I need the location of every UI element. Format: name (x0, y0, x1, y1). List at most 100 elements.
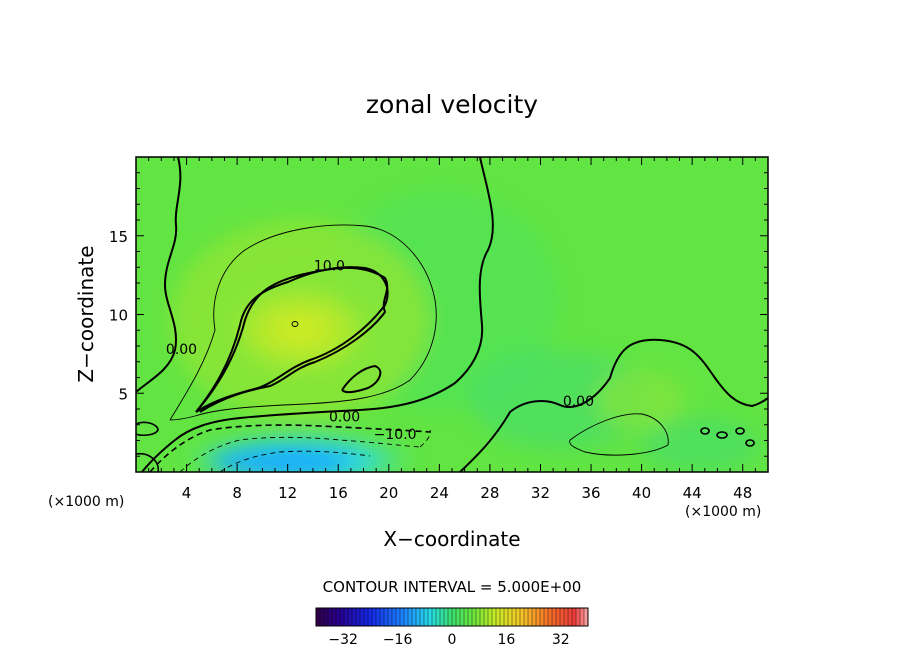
colorbar-segment (432, 608, 437, 626)
colorbar-segment (540, 608, 545, 626)
colorbar-segment (496, 608, 501, 626)
x-axis: 4 8 12 16 20 24 28 32 36 40 44 48 (148, 157, 756, 502)
colorbar-tick-label: 0 (448, 632, 457, 648)
contour-max-ring (291, 321, 299, 327)
colorbar-segment (424, 608, 429, 626)
colorbar-segment (392, 608, 397, 626)
colorbar-segment (360, 608, 365, 626)
colorbar-segment (528, 608, 533, 626)
colorbar-segment (380, 608, 385, 626)
contour-label: 0.00 (329, 410, 360, 426)
colorbar-segment (532, 608, 537, 626)
colorbar-segment (500, 608, 505, 626)
x-tick-label: 20 (379, 484, 398, 502)
colorbar-segment (512, 608, 517, 626)
colorbar-segment (384, 608, 389, 626)
x-axis-title: X−coordinate (383, 527, 520, 551)
colorbar-segment (448, 608, 453, 626)
colorbar-segment (352, 608, 357, 626)
colorbar-segment (484, 608, 489, 626)
contour-neg-rt (419, 429, 431, 448)
colorbar-segment (556, 608, 561, 626)
colorbar-segment (576, 608, 581, 626)
colorbar: −32 −16 0 16 32 (315, 607, 589, 648)
z-tick-label: 15 (109, 228, 128, 246)
colorbar-segment (520, 608, 525, 626)
colorbar-segment (316, 608, 321, 626)
colorbar-segment (320, 608, 325, 626)
colorbar-segment (452, 608, 457, 626)
z-tick-label: 5 (118, 385, 128, 403)
colorbar-segment (584, 608, 589, 626)
colorbar-segment (508, 608, 513, 626)
colorbar-tick-label: −16 (383, 632, 413, 648)
contour-pos10 (195, 266, 389, 413)
colorbar-segment (580, 608, 585, 626)
contour-neg5 (149, 424, 431, 472)
colorbar-segment (400, 608, 405, 626)
contour-interval-label: CONTOUR INTERVAL = 5.000E+00 (323, 578, 582, 596)
colorbar-segment (464, 608, 469, 626)
colorbar-segment (364, 608, 369, 626)
colorbar-segment (476, 608, 481, 626)
colorbar-segment (328, 608, 333, 626)
colorbar-segment (420, 608, 425, 626)
colorbar-segment (428, 608, 433, 626)
z-tick-label: 10 (109, 307, 128, 325)
contour-zero-left (136, 157, 182, 393)
colorbar-segment (460, 608, 465, 626)
colorbar-segment (516, 608, 521, 626)
contour-neg15 (219, 450, 371, 472)
colorbar-segment (336, 608, 341, 626)
colorbar-segment (488, 608, 493, 626)
x-tick-label: 40 (632, 484, 651, 502)
colorbar-segment (572, 608, 577, 626)
colorbar-frame (315, 607, 589, 627)
x-tick-label: 12 (278, 484, 297, 502)
colorbar-segment (440, 608, 445, 626)
colorbar-segment (544, 608, 549, 626)
colorbar-segment (472, 608, 477, 626)
contour-neg10 (179, 436, 421, 472)
x-tick-label: 48 (733, 484, 752, 502)
colorbar-segment (344, 608, 349, 626)
x-unit-label-left: (×1000 m) (48, 494, 124, 510)
contour-labels: 10.0 0.00 0.00 −10.0 0.00 (166, 258, 594, 443)
x-tick-label: 8 (232, 484, 242, 502)
colorbar-tick-label: 16 (497, 632, 515, 648)
colorbar-segment (560, 608, 565, 626)
chart-title: zonal velocity (366, 90, 538, 119)
colorbar-segment (492, 608, 497, 626)
colorbar-segment (568, 608, 573, 626)
colorbar-segment (368, 608, 373, 626)
colorbar-segment (436, 608, 441, 626)
colorbar-segment (372, 608, 377, 626)
colorbar-segment (536, 608, 541, 626)
colorbar-segment (388, 608, 393, 626)
contour-zero-bl (136, 421, 160, 472)
colorbar-segment (408, 608, 413, 626)
contour-label: 0.00 (166, 342, 197, 358)
x-tick-label: 28 (480, 484, 499, 502)
x-tick-label: 16 (329, 484, 348, 502)
colorbar-segment (564, 608, 569, 626)
colorbar-segment (552, 608, 557, 626)
contour-zero-small (341, 364, 382, 394)
x-tick-label: 4 (182, 484, 192, 502)
colorbar-segment (376, 608, 381, 626)
contour-zero-main (141, 157, 494, 472)
colorbar-segment (524, 608, 529, 626)
colorbar-segment (356, 608, 361, 626)
z-axis: 5 10 15 (109, 172, 768, 457)
velocity-field (136, 157, 768, 472)
contour-zero-right (459, 338, 768, 472)
x-tick-label: 36 (581, 484, 600, 502)
colorbar-segment (468, 608, 473, 626)
contour-lines (136, 157, 768, 472)
colorbar-segment (348, 608, 353, 626)
colorbar-segment (396, 608, 401, 626)
colorbar-segment (324, 608, 329, 626)
colorbar-segment (404, 608, 409, 626)
x-unit-label-right: (×1000 m) (685, 504, 761, 520)
contour-zero-blob1 (700, 427, 755, 447)
